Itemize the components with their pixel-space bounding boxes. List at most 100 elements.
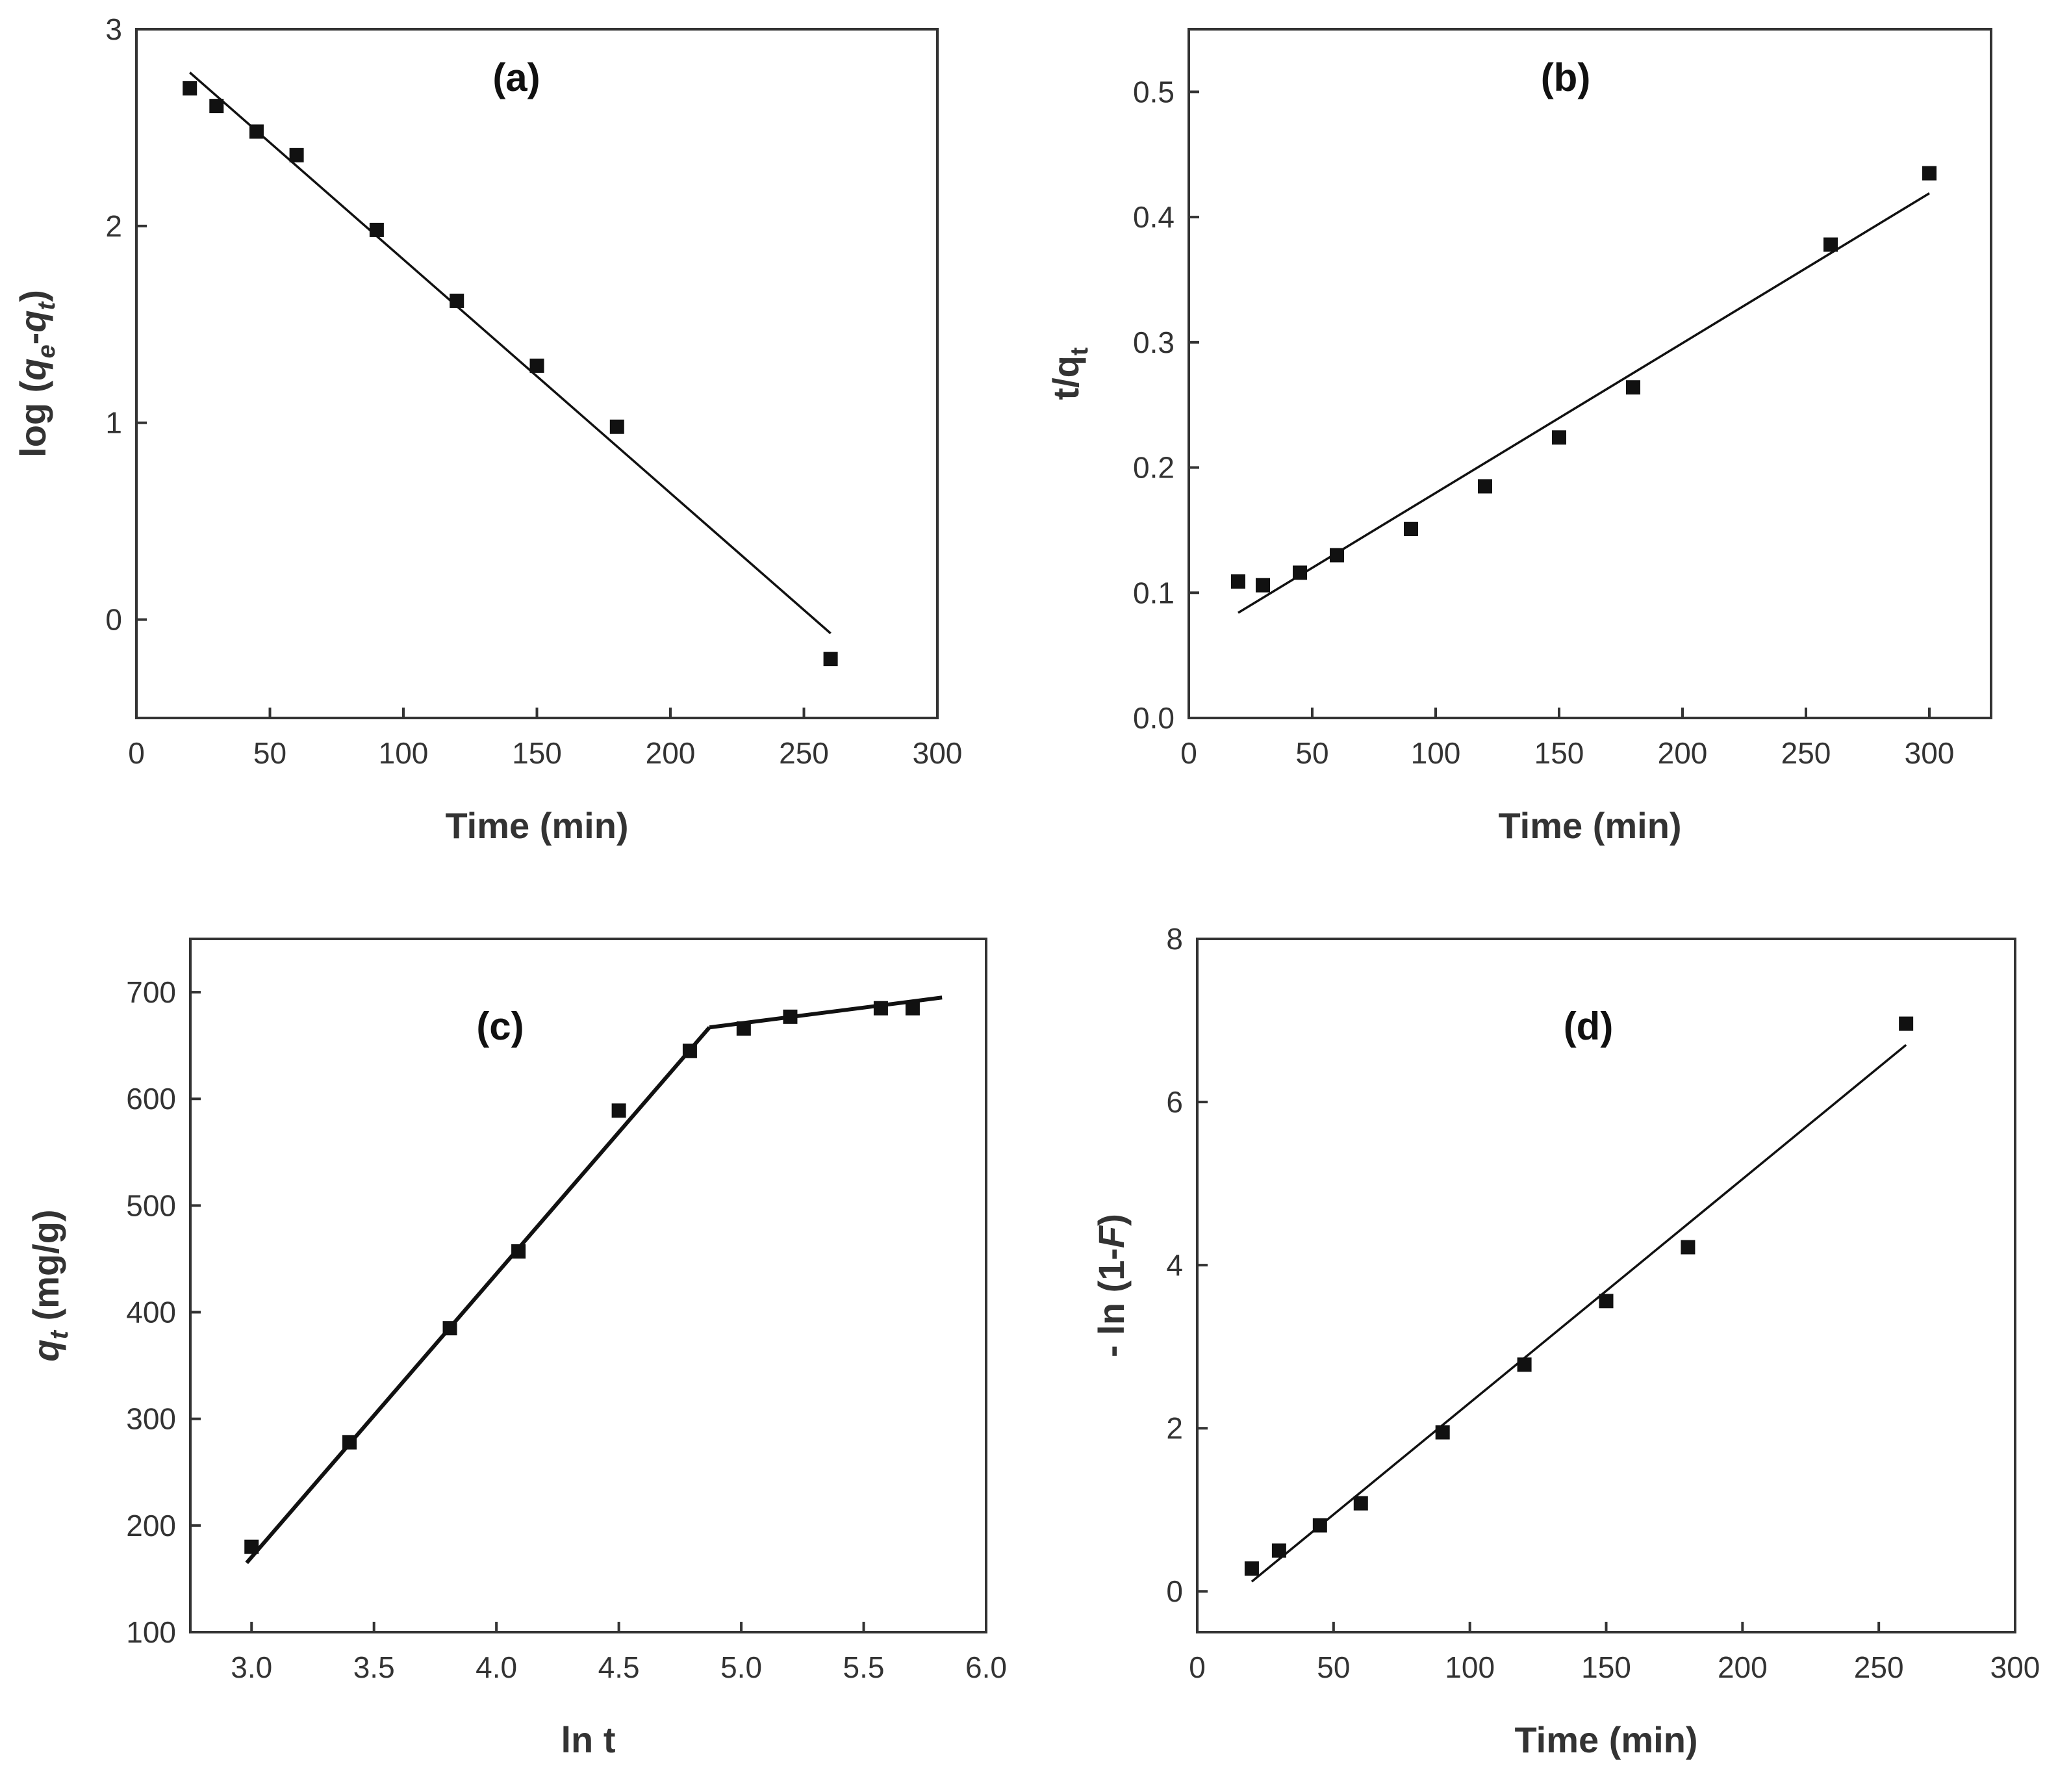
y-tick-label: 3 <box>105 12 122 46</box>
data-point <box>1552 430 1566 445</box>
y-axis-label: qt (mg/g) <box>25 1209 73 1361</box>
y-axis-label-part: - ln (1- <box>1091 1248 1132 1357</box>
y-tick-label: 0.5 <box>1133 75 1175 109</box>
x-tick-label: 200 <box>646 736 696 770</box>
y-axis-label-part: F <box>1091 1225 1132 1248</box>
data-point <box>1244 1561 1259 1576</box>
fit-line <box>245 1026 711 1565</box>
y-axis-label: - ln (1-F) <box>1091 1214 1132 1357</box>
panel-title: (b) <box>1541 56 1591 99</box>
y-axis-label-part: t/q <box>1045 355 1086 400</box>
x-tick-label: 250 <box>1781 736 1831 770</box>
y-axis-label-part: t <box>1066 347 1093 355</box>
x-tick-label: 100 <box>1411 736 1461 770</box>
data-point <box>1330 548 1344 563</box>
x-tick-label: 0 <box>1180 736 1197 770</box>
data-point <box>1256 578 1270 593</box>
chart-panel-c: 3.0 3.5 4.0 4.5 5.0 5.5 6.0 100 200 300 400 500 600 7… <box>25 938 1007 1760</box>
chart-panel-d: 0 50 100 150 200 250 300 0 2 4 6 8 (d) Time (min) - ln… <box>1091 922 2040 1760</box>
chart-panel-a: 0 50 100 150 200 250 300 0 1 2 3 (a) Time (min) log (… <box>12 12 962 846</box>
x-axis-label: ln t <box>561 1719 616 1760</box>
data-point <box>529 358 544 373</box>
data-point <box>442 1321 457 1336</box>
y-tick-label: 0.0 <box>1133 701 1175 735</box>
y-tick-label: 6 <box>1166 1085 1183 1119</box>
y-tick-label: 4 <box>1166 1248 1183 1282</box>
x-axis-label: Time (min) <box>445 805 628 846</box>
x-tick-label: 4.5 <box>598 1650 640 1684</box>
data-point <box>1899 1016 1914 1031</box>
data-point <box>682 1043 697 1058</box>
data-point <box>1312 1518 1327 1533</box>
fit-line <box>1238 192 1930 614</box>
y-axis-label-part: - <box>12 333 53 345</box>
y-tick-label: 2 <box>1166 1411 1183 1445</box>
data-point <box>1271 1543 1286 1558</box>
y-axis-label-part: (mg/g) <box>25 1209 66 1331</box>
y-tick-label: 0.2 <box>1133 451 1175 485</box>
data-point <box>1517 1357 1532 1372</box>
data-point <box>249 124 264 139</box>
data-point <box>1823 237 1838 252</box>
x-tick-label: 250 <box>779 736 829 770</box>
y-axis-label-part: e <box>33 344 60 358</box>
x-tick-label: 300 <box>913 736 963 770</box>
y-tick-label: 2 <box>105 209 122 243</box>
y-axis-label-part: t <box>45 1329 73 1339</box>
data-point <box>1231 574 1245 589</box>
data-point <box>736 1021 751 1036</box>
y-axis-label-part: t <box>33 301 60 310</box>
x-tick-label: 6.0 <box>965 1650 1007 1684</box>
data-point <box>511 1244 526 1259</box>
panel-title: (c) <box>476 1005 524 1048</box>
x-tick-label: 150 <box>1581 1650 1631 1684</box>
y-tick-label: 700 <box>126 975 176 1009</box>
data-point <box>1922 166 1937 181</box>
x-tick-label: 5.0 <box>720 1650 762 1684</box>
data-point <box>611 1103 626 1118</box>
x-tick-label: 50 <box>253 736 286 770</box>
y-tick-label: 600 <box>126 1082 176 1116</box>
y-tick-label: 1 <box>105 406 122 440</box>
x-tick-label: 300 <box>1905 736 1955 770</box>
x-tick-label: 150 <box>512 736 562 770</box>
y-tick-label: 500 <box>126 1188 176 1222</box>
y-axis-label-part: ) <box>1091 1214 1132 1226</box>
x-axis-label: Time (min) <box>1514 1719 1697 1760</box>
data-point <box>244 1539 259 1554</box>
y-axis-label-part: q <box>25 1339 66 1361</box>
x-tick-label: 100 <box>379 736 429 770</box>
data-point <box>1353 1496 1368 1511</box>
panel-title: (a) <box>492 56 540 99</box>
y-tick-label: 8 <box>1166 922 1183 956</box>
data-point <box>1478 479 1492 494</box>
data-point <box>369 222 384 237</box>
panel-title: (d) <box>1564 1005 1614 1048</box>
x-tick-label: 150 <box>1534 736 1584 770</box>
y-axis-label-part: ) <box>12 290 53 302</box>
data-point <box>289 147 304 162</box>
x-tick-label: 4.0 <box>476 1650 517 1684</box>
data-point <box>1626 380 1640 395</box>
y-axis-label-part: q <box>12 310 53 332</box>
x-tick-label: 200 <box>1658 736 1708 770</box>
x-tick-label: 100 <box>1445 1650 1495 1684</box>
x-tick-label: 250 <box>1854 1650 1904 1684</box>
x-tick-label: 5.5 <box>843 1650 885 1684</box>
data-point <box>342 1435 357 1450</box>
data-point <box>1435 1425 1450 1440</box>
data-point <box>1599 1294 1614 1309</box>
data-point <box>873 1001 888 1016</box>
plot-frame <box>1188 28 1992 719</box>
y-tick-label: 0 <box>105 603 122 637</box>
y-tick-label: 0.1 <box>1133 576 1175 609</box>
x-tick-label: 0 <box>128 736 145 770</box>
data-point <box>1404 521 1418 536</box>
y-tick-label: 0 <box>1166 1574 1183 1608</box>
data-point <box>609 419 624 434</box>
data-point <box>1681 1240 1696 1255</box>
y-axis-label-part: log ( <box>12 380 53 457</box>
x-axis-label: Time (min) <box>1498 805 1681 846</box>
data-point <box>783 1009 798 1024</box>
